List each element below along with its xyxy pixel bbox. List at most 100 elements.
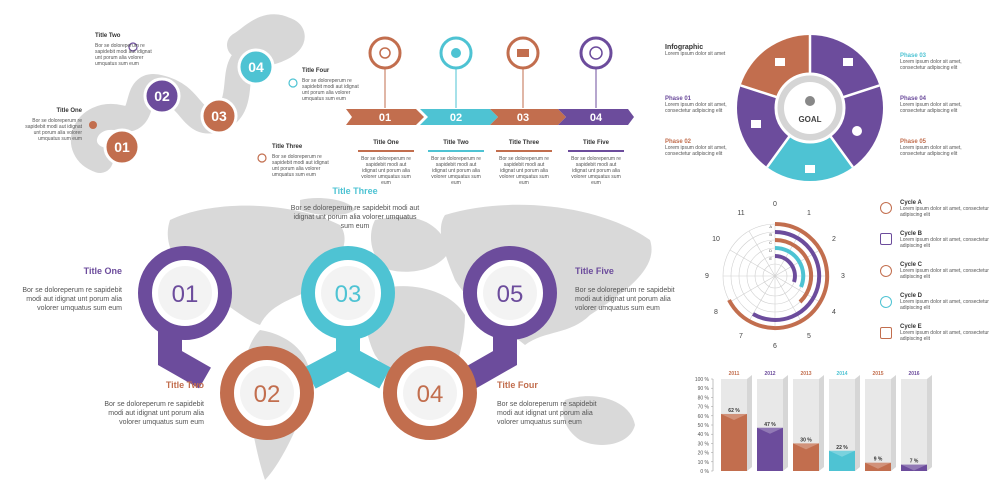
ring-letter-e: E bbox=[769, 256, 772, 261]
briefcase-icon bbox=[751, 120, 761, 128]
cycle-a: Cycle A Lorem ipsum dolor sit amet, cons… bbox=[900, 200, 990, 218]
category-label: 2016 bbox=[908, 371, 919, 377]
bar-track bbox=[865, 379, 891, 471]
timeline-item-1-title: Title One bbox=[373, 140, 399, 146]
phase-01: Phase 01 Lorem ipsum dolor sit amet, con… bbox=[665, 96, 733, 114]
map-step-5-label: 05 bbox=[497, 281, 524, 308]
snake-item-four-title: Title Four bbox=[302, 68, 330, 74]
snake-item-two: Title Two Bor se doloreperum re sapidebi… bbox=[95, 33, 165, 67]
clock-11: 11 bbox=[737, 210, 744, 217]
category-label: 2015 bbox=[872, 371, 883, 377]
pizza-icon bbox=[89, 121, 97, 129]
bar-fold bbox=[901, 464, 927, 471]
gear-icon bbox=[257, 153, 267, 163]
timeline-item-2-rule bbox=[428, 150, 484, 152]
phase-01-title: Phase 01 bbox=[665, 96, 692, 102]
timeline-item-2: Title Two Bor se doloreperum re sapidebi… bbox=[428, 140, 484, 186]
cycle-c: Cycle C Lorem ipsum dolor sit amet, cons… bbox=[900, 262, 990, 280]
clock-1: 1 bbox=[807, 210, 811, 217]
y-tick-label: 40 % bbox=[698, 432, 710, 438]
bar-fold bbox=[793, 443, 819, 450]
clock-5: 5 bbox=[807, 333, 811, 340]
snake-item-one-text: Bor se doloreperum re sapidebit modi aut… bbox=[25, 118, 82, 142]
cycle-b-text: Lorem ipsum dolor sit amet, consectetur … bbox=[900, 237, 989, 249]
map-ring-3-inner bbox=[321, 266, 375, 320]
bar-value-label: 7 % bbox=[910, 459, 919, 465]
bar-value-label: 9 % bbox=[874, 457, 883, 463]
stopwatch-icon bbox=[128, 42, 138, 52]
bar-value-label: 22 % bbox=[836, 445, 848, 451]
phase-04: Phase 04 Lorem ipsum dolor sit amet, con… bbox=[900, 96, 968, 114]
magnifier-icon bbox=[880, 296, 892, 308]
cycle-c-arc bbox=[774, 237, 814, 304]
stopwatch-icon bbox=[379, 47, 391, 59]
pie-chart-icon bbox=[852, 126, 862, 136]
bar-chart: 0 % 10 % 20 % 30 % 40 % 50 % 60 % 70 % 80 % 90 % 1… bbox=[695, 371, 932, 475]
map-europe bbox=[370, 216, 450, 272]
phase-02-title: Phase 02 bbox=[665, 139, 692, 145]
timeline-pin-4 bbox=[579, 36, 613, 108]
bar-fold bbox=[757, 427, 783, 434]
category-label: 2012 bbox=[764, 371, 775, 377]
bar bbox=[901, 464, 927, 471]
phase-04-title: Phase 04 bbox=[900, 96, 927, 102]
cycle-a-arc bbox=[727, 221, 830, 330]
map-item-five: Title Five Bor se doloreperum re sapideb… bbox=[575, 266, 680, 313]
snake-step-4-label: 04 bbox=[248, 59, 264, 75]
bar-track-side bbox=[783, 375, 788, 471]
snake-item-one: Title One Bor se doloreperum re sapidebi… bbox=[20, 108, 82, 142]
timeline-step-3-label: 03 bbox=[517, 112, 529, 124]
y-tick-label: 30 % bbox=[698, 441, 710, 447]
snake-step-2 bbox=[143, 77, 181, 115]
cycle-c-title: Cycle C bbox=[900, 262, 923, 268]
phase-05-title: Phase 05 bbox=[900, 139, 927, 145]
cycle-d-text: Lorem ipsum dolor sit amet, consectetur … bbox=[900, 299, 989, 311]
map-item-two-text: Bor se doloreperum re sapidebit modi aut… bbox=[104, 401, 204, 426]
timeline-pin-2 bbox=[439, 36, 473, 108]
snake-item-four-text: Bor se doloreperum re sapidebit modi aut… bbox=[302, 78, 359, 102]
puzzle-piece-phase-05 bbox=[767, 108, 853, 182]
pizza-icon bbox=[451, 48, 461, 58]
snake-item-three: Title Three Bor se doloreperum re sapide… bbox=[272, 144, 330, 178]
cycle-b: Cycle B Lorem ipsum dolor sit amet, cons… bbox=[900, 231, 990, 249]
phase-01-text: Lorem ipsum dolor sit amet, consectetur … bbox=[665, 102, 727, 114]
cycle-b-arc bbox=[751, 229, 822, 322]
cycle-b-title: Cycle B bbox=[900, 231, 923, 237]
ring-letter-c: C bbox=[769, 240, 772, 245]
clock-10: 10 bbox=[712, 236, 720, 243]
map-step-4-label: 04 bbox=[417, 381, 444, 408]
bar bbox=[721, 413, 747, 471]
timeline-pin-3 bbox=[506, 36, 540, 108]
bar-value-label: 30 % bbox=[800, 437, 812, 443]
bar bbox=[793, 443, 819, 471]
category-label: 2013 bbox=[800, 371, 811, 377]
puzzle-header: Infographic Lorem ipsum dolor sit amet bbox=[665, 44, 745, 57]
money-bag-icon bbox=[805, 96, 815, 106]
bar-track-side bbox=[819, 375, 824, 471]
map-item-five-title: Title Five bbox=[575, 266, 614, 276]
bar-track-side bbox=[747, 375, 752, 471]
cycle-a-title: Cycle A bbox=[900, 200, 922, 206]
timeline-item-4: Title Five Bor se doloreperum re sapideb… bbox=[568, 140, 624, 186]
bar-fold bbox=[829, 450, 855, 457]
bar-track bbox=[901, 379, 927, 471]
y-tick-label: 80 % bbox=[698, 395, 710, 401]
cycle-d-title: Cycle D bbox=[900, 293, 923, 299]
map-item-four-title: Title Four bbox=[497, 380, 538, 390]
checkbox-icon bbox=[805, 165, 815, 173]
person-icon bbox=[775, 58, 785, 66]
map-item-one-title: Title One bbox=[83, 266, 122, 276]
clock-0: 0 bbox=[773, 201, 777, 208]
cycle-a-text: Lorem ipsum dolor sit amet, consectetur … bbox=[900, 206, 989, 218]
y-tick-label: 10 % bbox=[698, 460, 710, 466]
snake-item-three-title: Title Three bbox=[272, 144, 303, 150]
clock-2: 2 bbox=[832, 236, 836, 243]
timeline-step-1-label: 01 bbox=[379, 112, 391, 124]
timeline-item-2-title: Title Two bbox=[443, 140, 469, 146]
phase-03: Phase 03 Lorem ipsum dolor sit amet, con… bbox=[900, 53, 968, 71]
clock-4: 4 bbox=[832, 309, 836, 316]
snake-step-2-label: 02 bbox=[154, 88, 170, 104]
cycle-e: Cycle E Lorem ipsum dolor sit amet, cons… bbox=[900, 324, 990, 342]
map-australia bbox=[563, 396, 635, 445]
bar bbox=[757, 427, 783, 471]
